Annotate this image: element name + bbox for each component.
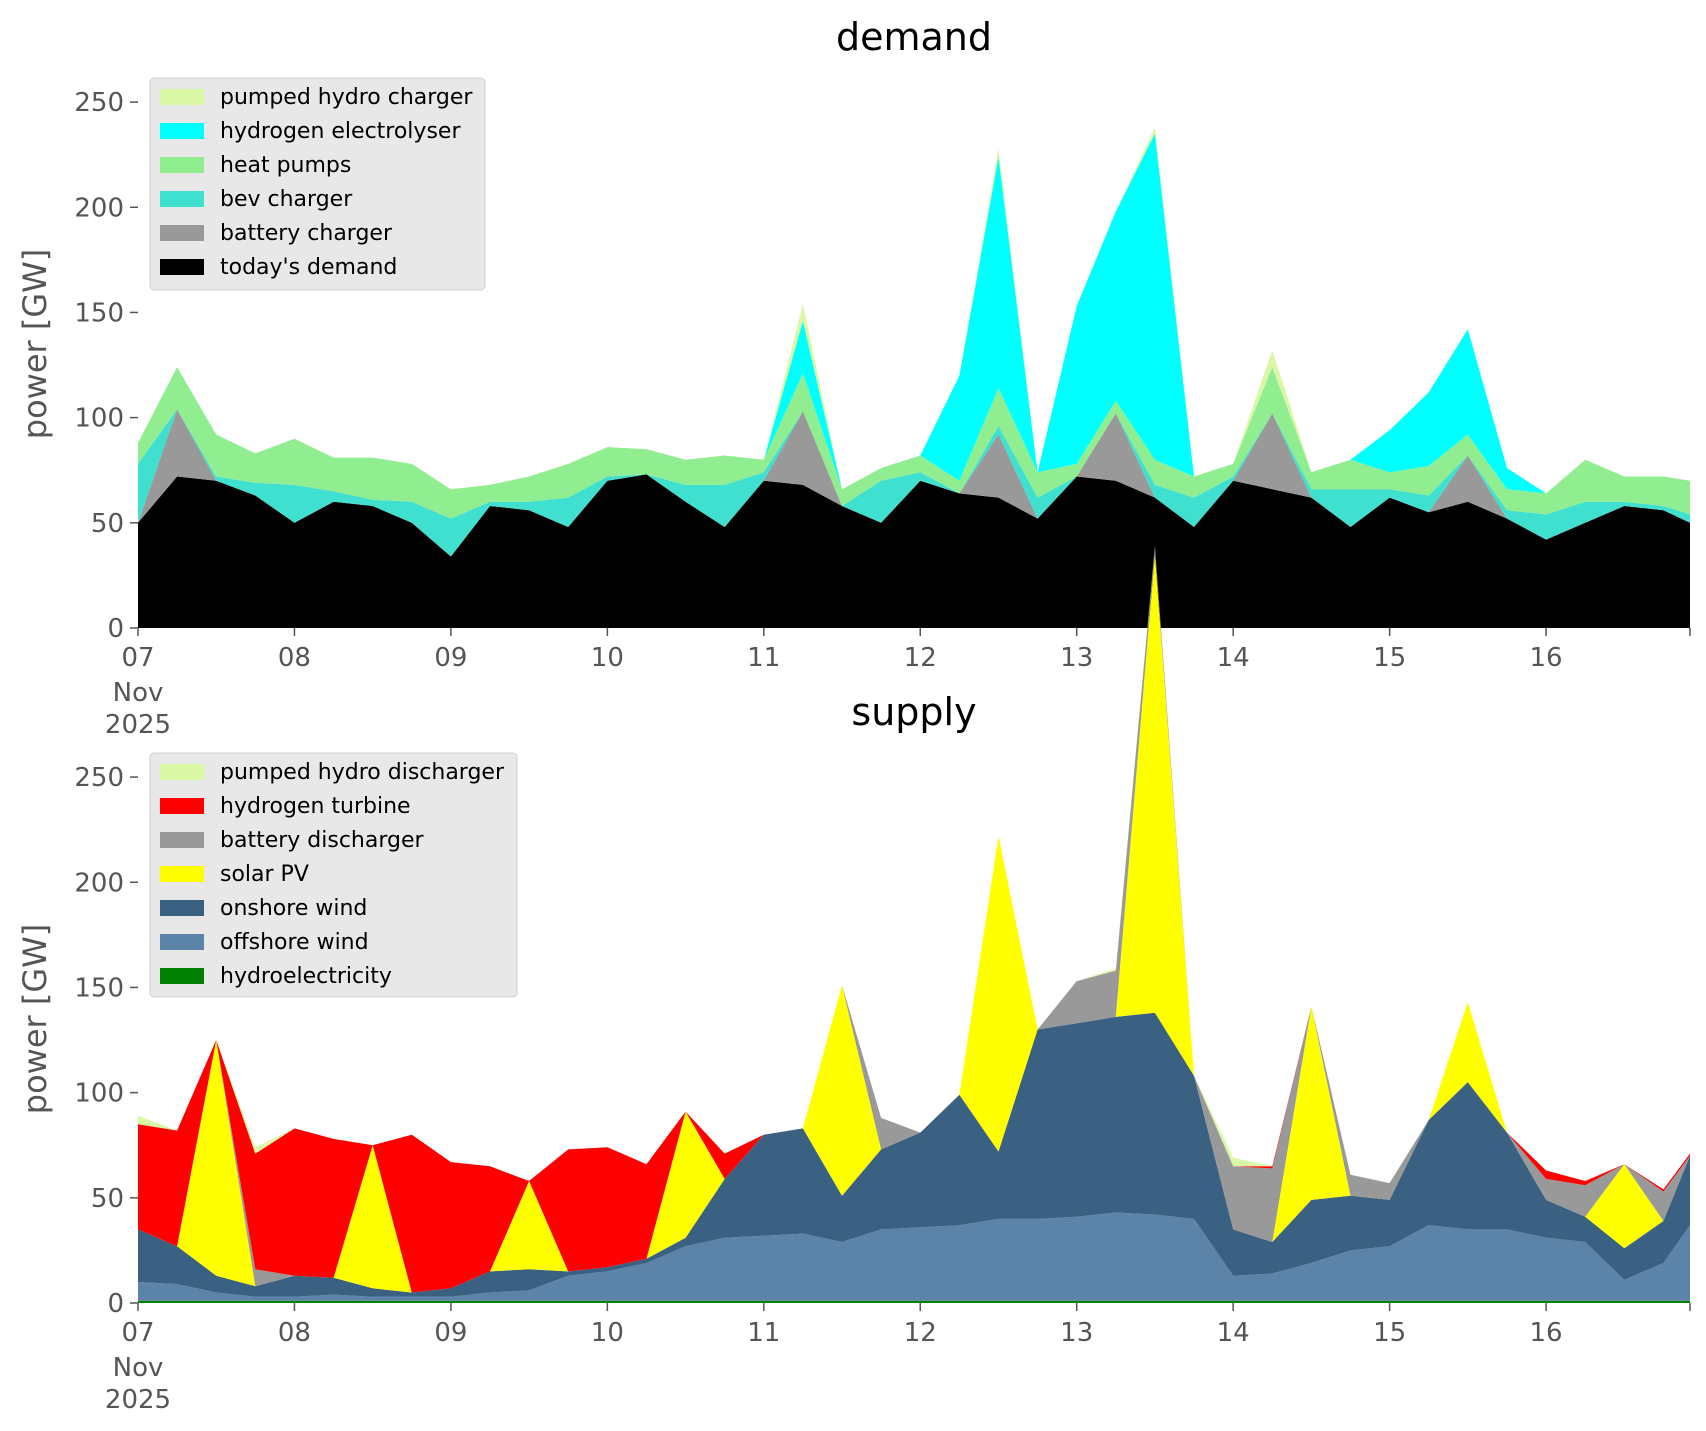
area-hydrogen-turbine (138, 545, 1690, 1293)
legend-label: hydrogen electrolyser (220, 119, 461, 144)
legend-swatch (160, 191, 204, 207)
legend-swatch (160, 832, 204, 848)
legend-swatch (160, 123, 204, 139)
area-bev-charger (138, 409, 1690, 557)
legend-swatch (160, 764, 204, 780)
x-tick-label: 16 (1530, 643, 1563, 673)
legend-swatch (160, 157, 204, 173)
y-axis-label: power [GW] (16, 249, 54, 439)
x-tick-label: 07 (121, 1318, 154, 1348)
x-tick-label: 14 (1217, 1318, 1250, 1348)
chart-title: supply (851, 690, 976, 734)
y-tick-label: 50 (91, 509, 124, 539)
legend-label: onshore wind (220, 896, 367, 921)
legend-swatch (160, 798, 204, 814)
chart-panel-demand: demand 0 50 100 150 200 250 power [GW] 07 08 09 10 1… (16, 15, 1691, 740)
x-tick-label: 10 (591, 1318, 624, 1348)
x-tick-label: 13 (1060, 643, 1093, 673)
x-tick-label: 08 (278, 1318, 311, 1348)
x-tick-label: 12 (904, 1318, 937, 1348)
legend-swatch (160, 866, 204, 882)
x-tick-label: 14 (1217, 643, 1250, 673)
x-tick-sublabel: Nov (113, 678, 164, 708)
x-tick-label: 12 (904, 643, 937, 673)
legend-label: bev charger (220, 187, 353, 212)
x-tick-label: 16 (1530, 1318, 1563, 1348)
area-solar-pv (138, 554, 1690, 1293)
legend-label: hydroelectricity (220, 964, 392, 989)
y-tick-label: 0 (107, 614, 124, 644)
y-tick-label: 250 (74, 763, 124, 793)
legend-box (149, 752, 518, 998)
legend-label: today's demand (220, 255, 397, 280)
legend-swatch (160, 934, 204, 950)
y-tick-label: 250 (74, 88, 124, 118)
x-tick-sublabel: Nov (113, 1353, 164, 1383)
y-axis-label: power [GW] (16, 924, 54, 1114)
area-onshore-wind (138, 1012, 1690, 1297)
x-tick-label: 15 (1373, 643, 1406, 673)
y-tick-label: 0 (107, 1289, 124, 1319)
legend-box (149, 77, 486, 291)
x-tick-label: 11 (747, 1318, 780, 1348)
area-today-s-demand (138, 474, 1690, 628)
legend-label: offshore wind (220, 930, 369, 955)
x-tick-label: 08 (278, 643, 311, 673)
x-tick-label: 10 (591, 643, 624, 673)
x-tick-label: 11 (747, 643, 780, 673)
x-tick-label: 15 (1373, 1318, 1406, 1348)
area-offshore-wind (138, 1212, 1690, 1301)
legend-label: solar PV (220, 862, 309, 887)
y-tick-label: 150 (74, 973, 124, 1003)
legend-label: pumped hydro charger (220, 85, 473, 110)
chart-title: demand (836, 15, 992, 59)
legend-swatch (160, 968, 204, 984)
legend-label: battery discharger (220, 828, 425, 853)
legend-label: hydrogen turbine (220, 794, 411, 819)
area-heat-pumps (138, 367, 1690, 519)
x-tick-sublabel: 2025 (105, 1385, 171, 1415)
legend-swatch (160, 89, 204, 105)
x-tick-label: 09 (434, 1318, 467, 1348)
legend-label: battery charger (220, 221, 393, 246)
area-hydroelectricity (138, 1300, 1690, 1303)
y-tick-label: 100 (74, 404, 124, 434)
legend-swatch (160, 259, 204, 275)
y-tick-label: 150 (74, 298, 124, 328)
x-tick-label: 13 (1060, 1318, 1093, 1348)
legend: pumped hydro discharger hydrogen turbine b… (149, 752, 518, 998)
y-tick-label: 100 (74, 1079, 124, 1109)
legend-swatch (160, 900, 204, 916)
x-tick-label: 07 (121, 643, 154, 673)
y-tick-label: 200 (74, 193, 124, 223)
legend-label: heat pumps (220, 153, 351, 178)
y-tick-label: 50 (91, 1184, 124, 1214)
x-tick-label: 09 (434, 643, 467, 673)
legend: pumped hydro charger hydrogen electrolyse… (149, 77, 486, 291)
x-tick-sublabel: 2025 (105, 710, 171, 740)
legend-swatch (160, 225, 204, 241)
y-tick-label: 200 (74, 868, 124, 898)
legend-label: pumped hydro discharger (220, 760, 505, 785)
